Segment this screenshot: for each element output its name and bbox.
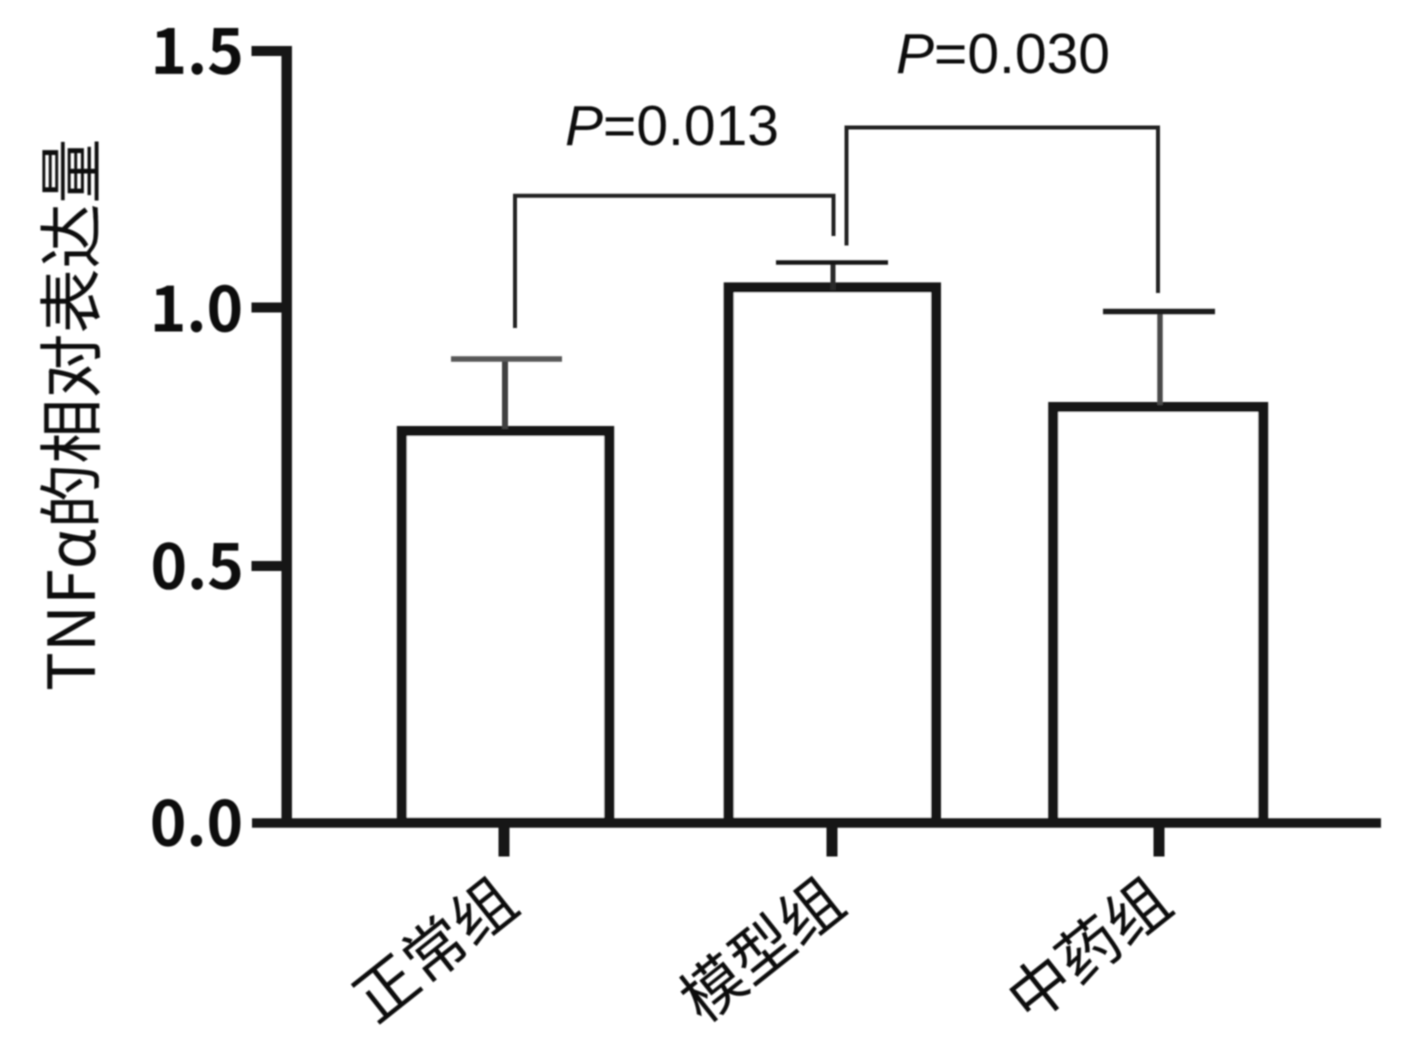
svg-text:P=0.013: P=0.013 xyxy=(565,94,779,158)
svg-text:P=0.030: P=0.030 xyxy=(896,22,1110,86)
